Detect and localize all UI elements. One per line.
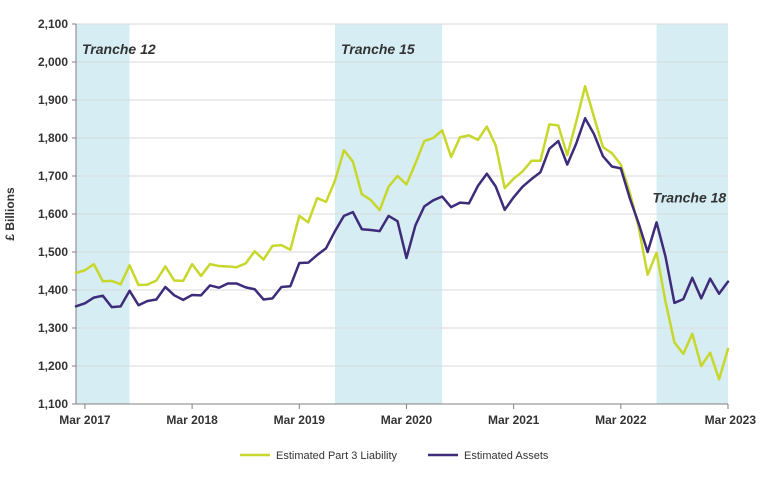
y-tick-label: 1,100 bbox=[38, 397, 68, 411]
series-lines bbox=[74, 85, 730, 381]
y-tick-label: 2,000 bbox=[38, 55, 68, 69]
y-tick-label: 1,500 bbox=[38, 245, 68, 259]
y-tick-label: 1,200 bbox=[38, 359, 68, 373]
x-tick-label: Mar 2022 bbox=[595, 413, 647, 427]
series-line-liability bbox=[74, 85, 730, 381]
axes: 1,100 1,200 1,300 1,400 1,500 1,600 1,700 1,800… bbox=[38, 17, 756, 427]
y-axis-label: £ Billions bbox=[3, 187, 17, 241]
x-tick-label: Mar 2017 bbox=[59, 413, 111, 427]
y-tick-label: 1,800 bbox=[38, 131, 68, 145]
y-tick-label: 2,100 bbox=[38, 17, 68, 31]
y-tick-label: 1,700 bbox=[38, 169, 68, 183]
legend-entry-liability: Estimated Part 3 Liability bbox=[276, 450, 398, 462]
y-tick-label: 1,300 bbox=[38, 321, 68, 335]
x-tick-label: Mar 2023 bbox=[705, 413, 757, 427]
legend: Estimated Part 3 Liability Estimated Asse… bbox=[240, 450, 549, 462]
series-line-assets bbox=[74, 116, 730, 309]
tranche-band-label-2: Tranche 15 bbox=[341, 41, 415, 57]
x-tick-label: Mar 2019 bbox=[274, 413, 326, 427]
y-tick-label: 1,400 bbox=[38, 283, 68, 297]
y-tick-label: 1,900 bbox=[38, 93, 68, 107]
y-tick-label: 1,600 bbox=[38, 207, 68, 221]
tranche-band-label-1: Tranche 12 bbox=[82, 41, 156, 57]
x-tick-label: Mar 2020 bbox=[381, 413, 433, 427]
x-tick-label: Mar 2018 bbox=[166, 413, 218, 427]
tranche-band-label-3: Tranche 18 bbox=[653, 190, 727, 206]
x-tick-label: Mar 2021 bbox=[488, 413, 540, 427]
legend-entry-assets: Estimated Assets bbox=[464, 450, 549, 462]
gridlines bbox=[76, 23, 728, 367]
